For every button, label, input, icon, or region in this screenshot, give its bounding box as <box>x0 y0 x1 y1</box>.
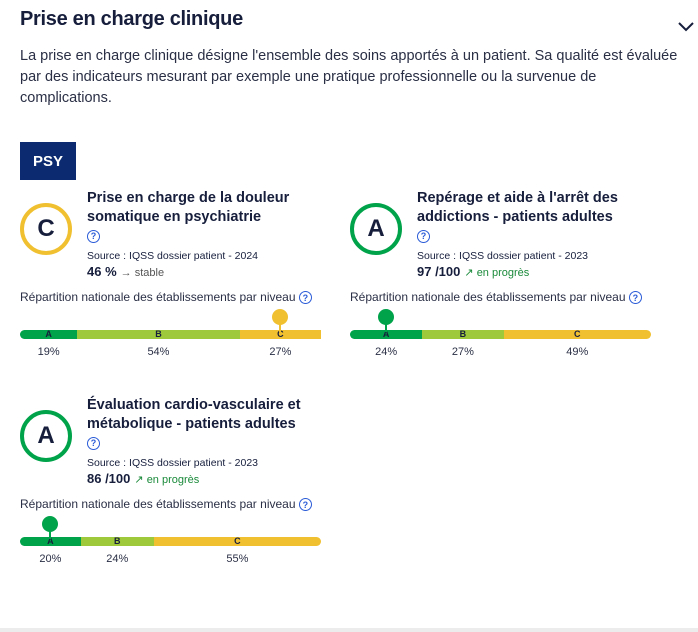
position-marker <box>42 516 59 539</box>
help-icon[interactable]: ? <box>628 291 642 305</box>
trend-label: stable <box>134 267 165 279</box>
position-marker <box>378 309 395 332</box>
segment-percent: 55% <box>226 553 249 565</box>
segment-percent: 27% <box>269 346 292 358</box>
segment-percent: 27% <box>451 346 474 358</box>
indicator-value: 46 % <box>87 264 117 279</box>
segment-label: A <box>382 329 390 339</box>
grade-circle: C <box>20 203 72 255</box>
psy-tag: PSY <box>20 142 76 180</box>
trend-icon: ↗ <box>134 474 144 486</box>
grade-circle: A <box>20 410 72 462</box>
indicator-title: Évaluation cardio-vasculaire et métaboli… <box>87 397 301 432</box>
segment-percent: 19% <box>37 346 60 358</box>
segment-label: C <box>573 329 581 339</box>
segment-label: B <box>155 329 162 339</box>
bar-segment-A: A 19% <box>20 329 78 358</box>
chevron-down-icon[interactable] <box>676 16 696 36</box>
trend-icon: → <box>120 267 132 279</box>
segment-percent: 20% <box>39 553 62 565</box>
bar-segment-B: B 24% <box>80 536 154 565</box>
help-icon[interactable]: ? <box>87 436 100 450</box>
indicator-value: 86 /100 <box>87 471 131 486</box>
repartition-label: Répartition nationale des établissements… <box>20 497 296 511</box>
section-title: Prise en charge clinique <box>20 8 243 30</box>
help-icon[interactable]: ? <box>298 498 312 512</box>
indicator-value: 97 /100 <box>417 264 461 279</box>
indicator-source: Source : IQSS dossier patient - 2023 <box>417 250 589 262</box>
segment-label: A <box>47 536 54 546</box>
segment-label: C <box>234 536 241 546</box>
bar-segment-C: C 55% <box>153 536 321 565</box>
distribution-bar: A 24% B 27% C 49% <box>350 309 651 358</box>
distribution-bar: A 19% B 54% C 27% <box>20 309 321 358</box>
trend-icon: ↗ <box>464 267 474 279</box>
segment-label: A <box>45 329 52 339</box>
help-icon[interactable]: ? <box>417 229 430 243</box>
segment-label: C <box>277 329 284 339</box>
indicator-source: Source : IQSS dossier patient - 2024 <box>87 250 259 262</box>
position-marker <box>272 309 289 332</box>
segment-label: B <box>114 536 121 546</box>
section-description: La prise en charge clinique désigne l'en… <box>20 48 678 106</box>
segment-percent: 24% <box>106 553 129 565</box>
bar-segment-B: B 54% <box>77 329 240 358</box>
segment-percent: 24% <box>375 346 398 358</box>
indicator-title: Repérage et aide à l'arrêt des addiction… <box>417 190 618 225</box>
bar-segment-C: C 49% <box>503 329 651 358</box>
indicator-source: Source : IQSS dossier patient - 2023 <box>87 457 259 469</box>
bar-segment-A: A 20% <box>20 536 81 565</box>
bar-segment-A: A 24% <box>350 329 423 358</box>
repartition-label: Répartition nationale des établissements… <box>20 290 296 304</box>
segment-percent: 54% <box>147 346 170 358</box>
bar-segment-B: B 27% <box>422 329 504 358</box>
grade-circle: A <box>350 203 402 255</box>
segment-percent: 49% <box>566 346 589 358</box>
trend-label: en progrès <box>476 267 530 279</box>
segment-label: B <box>459 329 467 339</box>
distribution-bar: A 20% B 24% C 55% <box>20 516 321 565</box>
help-icon[interactable]: ? <box>298 291 312 305</box>
indicator-title: Prise en charge de la douleur somatique … <box>87 190 290 225</box>
trend-label: en progrès <box>146 474 200 486</box>
footer-divider <box>0 628 698 632</box>
repartition-label: Répartition nationale des établissements… <box>350 290 626 304</box>
bar-segment-C: C 27% <box>239 329 321 358</box>
help-icon[interactable]: ? <box>87 229 100 243</box>
